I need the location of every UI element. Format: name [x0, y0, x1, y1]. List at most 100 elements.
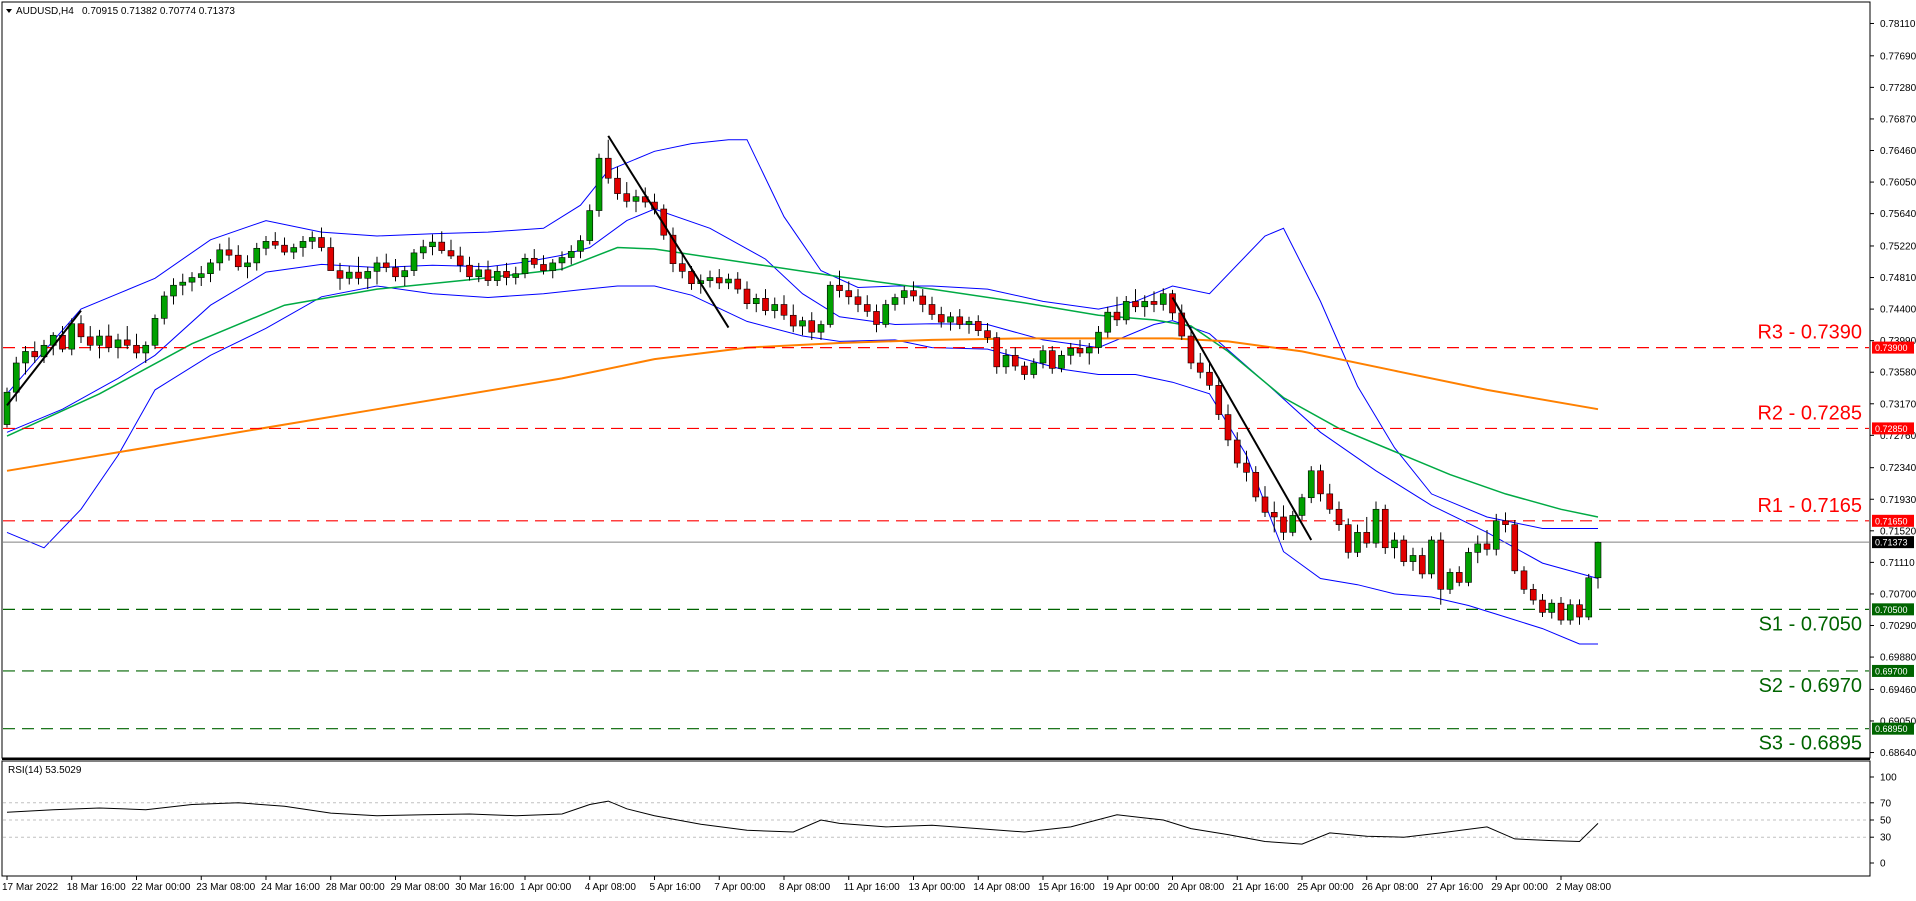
- bull-candle: [1465, 552, 1472, 583]
- y-tick-label: 0.74810: [1880, 273, 1916, 284]
- bull-candle: [22, 351, 29, 364]
- bear-candle: [614, 177, 621, 194]
- r2-price-tag-text: 0.72850: [1875, 424, 1908, 434]
- y-tick-label: 0.72760: [1880, 431, 1916, 442]
- rsi-tick-label: 100: [1880, 773, 1897, 784]
- s3-price-tag-text: 0.68950: [1875, 724, 1908, 734]
- bear-candle: [1076, 348, 1084, 354]
- bull-candle: [1409, 555, 1417, 562]
- bear-candle: [1455, 572, 1463, 583]
- bear-candle: [1243, 462, 1250, 473]
- bull-candle: [179, 281, 187, 286]
- y-tick-label: 0.68640: [1880, 748, 1916, 759]
- y-tick-label: 0.77690: [1880, 51, 1916, 62]
- bull-candle: [262, 241, 270, 249]
- bear-candle: [1206, 371, 1213, 386]
- bull-candle: [12, 362, 20, 393]
- bull-candle: [1307, 470, 1315, 499]
- bull-candle: [725, 278, 732, 284]
- s3-level-label: S3 - 0.6895: [1759, 733, 1862, 755]
- bull-candle: [1104, 311, 1112, 333]
- y-tick-label: 0.72340: [1880, 463, 1916, 474]
- bear-candle: [1261, 496, 1269, 513]
- bear-candle: [836, 284, 843, 291]
- rsi-tick-label: 70: [1880, 798, 1892, 809]
- bull-candle: [1289, 515, 1297, 533]
- y-tick-label: 0.75640: [1880, 209, 1916, 220]
- bear-candle: [271, 241, 279, 246]
- bull-candle: [345, 271, 353, 279]
- x-tick-label: 26 Apr 08:00: [1362, 882, 1419, 893]
- bear-candle: [863, 304, 871, 312]
- bull-candle: [558, 257, 566, 264]
- bull-candle: [1159, 293, 1167, 305]
- r1-level-label: R1 - 0.7165: [1757, 495, 1862, 517]
- bear-candle: [1502, 520, 1509, 525]
- bull-candle: [1492, 520, 1500, 550]
- bull-candle: [891, 297, 899, 305]
- bear-candle: [1576, 604, 1583, 618]
- bull-candle: [1594, 542, 1602, 579]
- bear-candle: [1169, 293, 1176, 314]
- moving-averages: [6, 246, 1599, 518]
- bear-candle: [993, 337, 1001, 368]
- y-tick-label: 0.69880: [1880, 653, 1916, 664]
- support-resistance-levels: R3 - 0.7390 R2 - 0.7285 R1 - 0.7165 S1 - 0.…: [3, 322, 1869, 755]
- s1-price-tag-text: 0.70500: [1875, 605, 1908, 615]
- collapse-arrow-icon[interactable]: [6, 9, 12, 13]
- bull-candle: [151, 318, 159, 346]
- bear-candle: [1437, 539, 1445, 590]
- y-tick-label: 0.69460: [1880, 685, 1916, 696]
- r3-level-label: R3 - 0.7390: [1757, 322, 1862, 344]
- x-tick-label: 30 Mar 16:00: [455, 882, 514, 893]
- y-tick-label: 0.71520: [1880, 526, 1916, 537]
- bull-candle: [410, 252, 418, 271]
- bear-candle: [281, 244, 288, 253]
- y-tick-label: 0.75220: [1880, 241, 1916, 252]
- bull-candle: [160, 295, 168, 319]
- bear-candle: [31, 351, 39, 358]
- x-tick-label: 14 Apr 08:00: [973, 882, 1030, 893]
- bear-candle: [1113, 311, 1121, 321]
- bear-candle: [1048, 350, 1056, 369]
- bear-candle: [808, 320, 816, 333]
- y-tick-label: 0.70290: [1880, 621, 1916, 632]
- bull-candle: [308, 237, 316, 242]
- bear-candle: [715, 277, 723, 284]
- bull-candle: [512, 273, 520, 278]
- x-tick-label: 18 Mar 16:00: [67, 882, 126, 893]
- rsi-tick-label: 50: [1880, 816, 1892, 827]
- bull-candle: [207, 262, 214, 274]
- bull-candle: [1122, 301, 1130, 321]
- x-tick-label: 1 Apr 00:00: [520, 882, 572, 893]
- bear-candle: [1011, 354, 1019, 367]
- rsi-indicator: [3, 800, 1869, 845]
- price-axis[interactable]: 0.78110 0.77690 0.77280 0.76870 0.76460 0.760…: [1870, 19, 1916, 759]
- bear-candle: [1280, 516, 1287, 533]
- bear-candle: [873, 311, 880, 325]
- bull-candle: [817, 324, 825, 333]
- r3-price-tag: [1872, 341, 1914, 354]
- bear-candle: [466, 264, 473, 278]
- bear-candle: [456, 255, 464, 266]
- time-axis[interactable]: 17 Mar 2022 18 Mar 16:00 22 Mar 00:00 23 Ma…: [2, 876, 1611, 893]
- bull-candle: [373, 262, 381, 272]
- rsi-axis[interactable]: 100 70 50 30 0: [1870, 773, 1897, 870]
- bear-candle: [355, 271, 362, 279]
- bull-candle: [965, 321, 973, 325]
- bull-candle: [1372, 508, 1380, 544]
- bull-candle: [799, 320, 806, 327]
- bull-candle: [1446, 572, 1454, 590]
- bear-candle: [1557, 602, 1565, 621]
- rsi-header: RSI(14) 53.5029: [8, 765, 82, 776]
- y-tick-label: 0.76870: [1880, 114, 1916, 125]
- trend-lines: [6, 135, 1313, 541]
- bear-candle: [669, 234, 677, 264]
- bear-candle: [743, 288, 751, 305]
- bear-candle: [1511, 524, 1519, 572]
- x-tick-label: 13 Apr 00:00: [909, 882, 966, 893]
- x-tick-label: 29 Apr 00:00: [1491, 882, 1548, 893]
